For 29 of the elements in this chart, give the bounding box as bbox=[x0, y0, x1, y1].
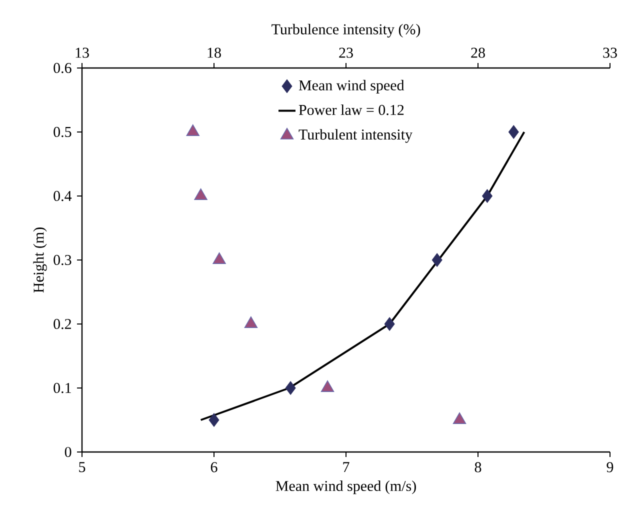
x-tick-label: 9 bbox=[606, 462, 614, 472]
x-axis-title: Mean wind speed (m/s) bbox=[276, 480, 416, 494]
x-tick-label: 6 bbox=[210, 462, 218, 472]
legend-label: Mean wind speed bbox=[298, 80, 404, 94]
point bbox=[208, 413, 220, 427]
y-axis-title: Height (m) bbox=[33, 228, 47, 293]
x2-tick-label: 13 bbox=[76, 48, 89, 58]
point bbox=[508, 125, 519, 139]
x-tick-label: 8 bbox=[474, 462, 482, 472]
y-tick-label: 0.2 bbox=[54, 318, 71, 330]
x2-axis-title: Turbulence intensity (%) bbox=[272, 24, 420, 38]
y-tick-label: 0.5 bbox=[54, 126, 72, 138]
y-tick-label: 0.4 bbox=[54, 190, 72, 202]
legend-label: Power law = 0.12 bbox=[298, 104, 404, 116]
point bbox=[384, 317, 395, 331]
x2-tick-label: 33 bbox=[603, 48, 617, 58]
point bbox=[482, 189, 493, 203]
y-tick-label: 0.1 bbox=[54, 382, 71, 394]
point bbox=[285, 381, 296, 395]
legend-label: Turbulent intensity bbox=[298, 129, 412, 143]
y-tick-label: 0.6 bbox=[54, 62, 72, 74]
y-tick-label: 0 bbox=[64, 446, 72, 458]
point bbox=[432, 253, 442, 267]
x-tick-label: 5 bbox=[79, 462, 86, 472]
x2-tick-label: 28 bbox=[471, 48, 485, 58]
x2-tick-label: 23 bbox=[339, 48, 353, 58]
x-tick-label: 7 bbox=[343, 462, 350, 472]
y-tick-label: 0.3 bbox=[54, 254, 72, 266]
x2-tick-label: 18 bbox=[208, 48, 221, 58]
